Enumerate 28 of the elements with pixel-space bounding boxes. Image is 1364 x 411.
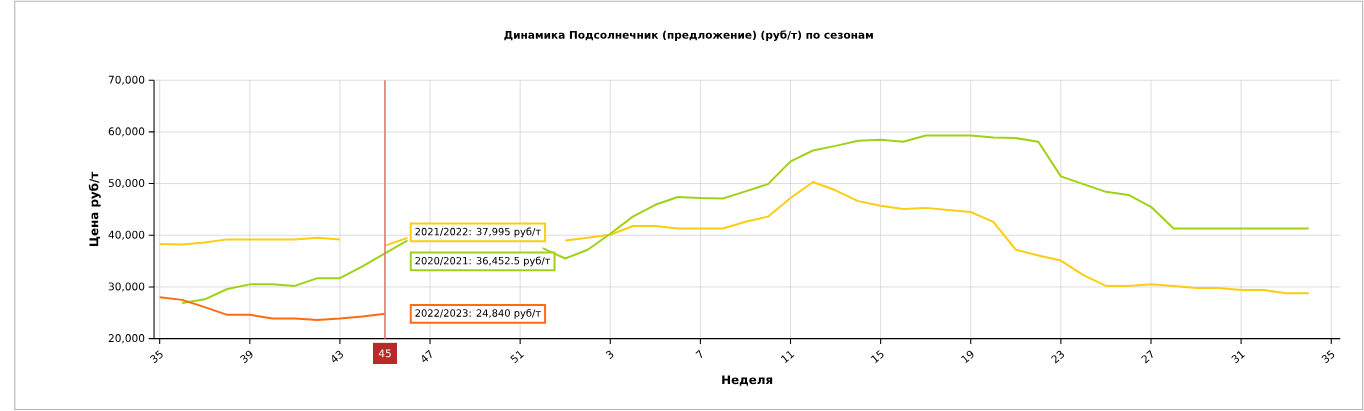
- x-tick-label: 7: [695, 349, 703, 359]
- x-tick-label: 51: [510, 351, 524, 364]
- x-tick-label: 43: [332, 350, 343, 363]
- x-tick-label: 27: [1141, 349, 1153, 364]
- y-tick-label: 70,000: [108, 75, 145, 85]
- x-tick-label: 11: [780, 351, 795, 363]
- y-tick-label: 20,000: [108, 334, 145, 344]
- x-tick-label: 15: [870, 350, 884, 363]
- chart-title: Динамика Подсолнечник (предложение) (руб/т) по сезонам: [504, 30, 873, 42]
- y-tick-label: 50,000: [108, 179, 145, 189]
- annotation: 2021/2022: 37,995 руб/т: [415, 227, 541, 238]
- y-tick-label: 40,000: [108, 230, 145, 240]
- annotation: 2020/2021: 36,452.5 руб/т: [415, 256, 551, 267]
- x-tick-label: 47: [422, 349, 432, 363]
- x-axis-title: Неделя: [722, 375, 773, 386]
- x-tick-label: 35: [1321, 350, 1335, 364]
- y-tick-label: 60,000: [108, 127, 145, 137]
- y-tick-label: 30,000: [108, 282, 145, 292]
- x-tick-label: 31: [1231, 351, 1245, 364]
- x-tick-label: 19: [961, 350, 974, 364]
- x-tick-label: 45: [378, 349, 391, 358]
- x-tick-label: 35: [149, 350, 163, 364]
- x-tick-label: 3: [605, 350, 614, 359]
- line-series: [158, 296, 386, 322]
- y-axis-title: Цена руб/т: [88, 171, 101, 246]
- x-tick-label: 23: [1051, 350, 1064, 364]
- annotation: 2022/2023: 24,840 руб/т: [415, 309, 541, 319]
- x-tick-label: 39: [240, 350, 253, 364]
